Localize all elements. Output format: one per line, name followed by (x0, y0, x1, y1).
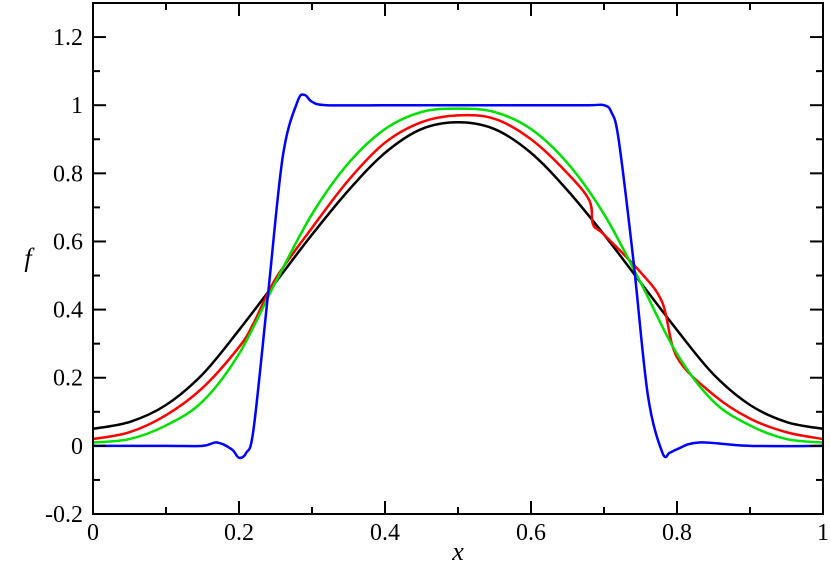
y-tick-label: 1 (71, 93, 83, 119)
x-tick-label: 0.4 (370, 520, 400, 546)
y-tick-label: 0.6 (53, 229, 83, 255)
x-tick-label: 0.2 (224, 520, 254, 546)
x-tick-label: 0 (87, 520, 99, 546)
y-tick-label: 0.2 (53, 366, 83, 392)
series-black-line (92, 120, 824, 431)
x-tick-label: 0.6 (516, 520, 546, 546)
axis-ticks (92, 3, 824, 515)
y-tick-label: 0 (71, 434, 83, 460)
plot-lines (92, 93, 824, 460)
series-red-line (92, 113, 824, 441)
y-tick-label: -0.2 (45, 502, 83, 528)
series-green-line (92, 107, 824, 444)
y-tick-label: 0.8 (53, 161, 83, 187)
x-tick-label: 0.8 (662, 520, 692, 546)
series-blue-line (92, 93, 824, 460)
axis-tick-labels: 0 0.2 0.4 0.6 0.8 1-0.200.20.40.60.811.2 (45, 25, 829, 546)
y-axis-label: f (24, 244, 35, 273)
x-tick-label: 1 (817, 520, 829, 546)
y-tick-label: 1.2 (53, 25, 83, 51)
plot-frame (92, 2, 824, 515)
y-tick-label: 0.4 (53, 298, 83, 324)
x-axis-label: x (451, 537, 464, 566)
